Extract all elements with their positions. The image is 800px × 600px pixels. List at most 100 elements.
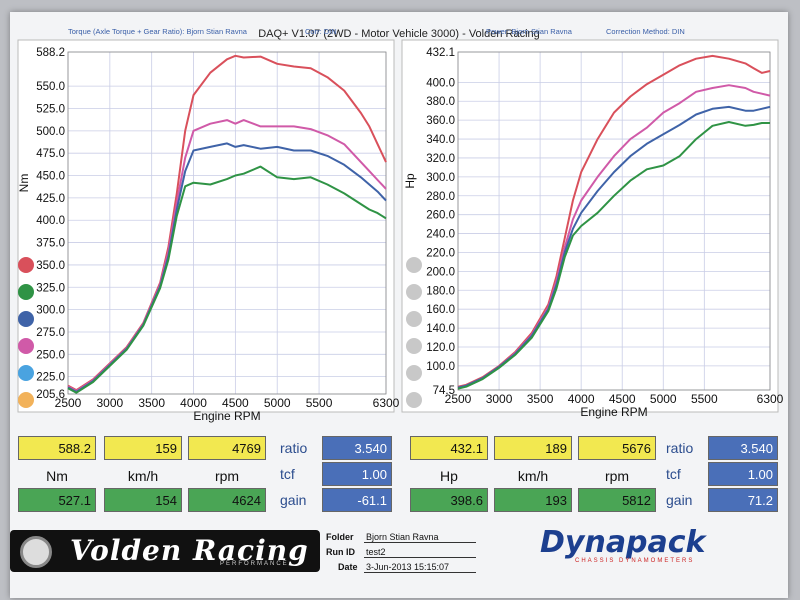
left-ytick-label: 225.0: [36, 372, 65, 384]
left-ratio-value: 3.540: [322, 436, 392, 460]
left-ratio-label: ratio: [280, 440, 308, 456]
folder-label: Folder: [326, 532, 354, 542]
right-ratio-value: 3.540: [708, 436, 778, 460]
right-gain-value: 71.2: [708, 488, 778, 512]
left-unit-value: Nm: [46, 468, 68, 484]
right-chart-subtitle: Power: Bjorn Stian Ravna: [486, 27, 572, 36]
right-ytick-label: 280.0: [426, 191, 455, 203]
right-peak-value: 432.1: [410, 436, 488, 460]
legend-dot: [18, 311, 34, 327]
left-xtick-label: 5500: [306, 396, 333, 410]
legend-dot-empty: [406, 365, 422, 381]
dynapack-subtext: CHASSIS DYNAMOMETERS: [575, 558, 695, 564]
left-ytick-label: 525.0: [36, 103, 65, 115]
report-title: DAQ+ V1.07 (2WD - Motor Vehicle 3000) - …: [258, 28, 540, 40]
left-xtick-label: 4000: [180, 396, 207, 410]
left-cur-value: 527.1: [18, 488, 96, 512]
left-ytick-label: 300.0: [36, 305, 65, 317]
date-label: Date: [338, 562, 358, 572]
legend-dot: [18, 392, 34, 408]
right-ytick-label: 100.0: [426, 361, 455, 373]
right-ytick-label: 400.0: [426, 77, 455, 89]
right-cur-speed: 193: [494, 488, 572, 512]
legend-dot-empty: [406, 284, 422, 300]
right-ytick-label: 300.0: [426, 172, 455, 184]
folder-value: Bjorn Stian Ravna: [364, 532, 476, 543]
left-ytick-label: 250.0: [36, 349, 65, 361]
left-cur-rpm: 4624: [188, 488, 266, 512]
legend-dot: [18, 338, 34, 354]
left-xtick-label: 4500: [222, 396, 249, 410]
right-ytick-label: 200.0: [426, 266, 455, 278]
right-ytick-label: 120.0: [426, 342, 455, 354]
left-series-line-3: [67, 165, 387, 394]
right-gain-label: gain: [666, 492, 693, 508]
date-value: 3-Jun-2013 15:15:07: [364, 562, 476, 573]
right-ytick-label: 340.0: [426, 134, 455, 146]
left-ytick-label: 500.0: [36, 126, 65, 138]
right-ytick-label: 160.0: [426, 304, 455, 316]
left-chart-correction: Corr: DIN: [305, 27, 337, 36]
left-xtick-label: 6300: [373, 396, 400, 410]
right-xtick-label: 3500: [527, 392, 554, 406]
right-ytick-label: 380.0: [426, 96, 455, 108]
left-xtick-label: 2500: [55, 396, 82, 410]
right-ytick-label: 74.5: [433, 385, 455, 397]
right-unit-rpm: rpm: [604, 468, 630, 484]
left-peak-value: 588.2: [18, 436, 96, 460]
left-ytick-label: 325.0: [36, 282, 65, 294]
right-chart-correction: Correction Method: DIN: [606, 27, 685, 36]
left-gain-label: gain: [280, 492, 307, 508]
runid-value: test2: [364, 547, 476, 558]
left-ytick-label: 550.0: [36, 81, 65, 93]
right-xtick-label: 4000: [568, 392, 595, 406]
left-tcf-value: 1.00: [322, 462, 392, 486]
right-ratio-label: ratio: [666, 440, 694, 456]
left-chart-subtitle: Torque (Axle Torque + Gear Ratio): Bjorn…: [68, 27, 247, 36]
right-chart-frame: [401, 39, 779, 413]
left-xtick-label: 3500: [138, 396, 165, 410]
turbo-wheel-icon: [20, 536, 52, 568]
right-ytick-label: 220.0: [426, 247, 455, 259]
left-ytick-label: 400.0: [36, 215, 65, 227]
left-ytick-label: 425.0: [36, 193, 65, 205]
right-ytick-label: 432.1: [426, 47, 455, 59]
left-ytick-label: 450.0: [36, 171, 65, 183]
legend-dot: [18, 284, 34, 300]
legend-dot: [18, 257, 34, 273]
right-unit-speed: km/h: [517, 468, 549, 484]
left-ytick-label: 588.2: [36, 47, 65, 59]
volden-racing-logo: Volden Racing PERFORMANCE: [10, 530, 320, 572]
left-unit-speed: km/h: [127, 468, 159, 484]
right-yaxis-label: Hp: [403, 173, 417, 189]
right-cur-rpm: 5812: [578, 488, 656, 512]
dynapack-logo: Dynapack: [540, 525, 706, 560]
right-ytick-label: 320.0: [426, 153, 455, 165]
left-yaxis-label: Nm: [17, 174, 31, 193]
right-xtick-label: 4500: [609, 392, 636, 406]
left-ytick-label: 350.0: [36, 260, 65, 272]
legend-dot-empty: [406, 257, 422, 273]
right-series-line-3: [457, 121, 770, 390]
left-cur-speed: 154: [104, 488, 182, 512]
left-peak-rpm: 4769: [188, 436, 266, 460]
runid-label: Run ID: [326, 547, 355, 557]
left-ytick-label: 205.6: [36, 389, 65, 401]
right-tcf-label: tcf: [666, 466, 681, 482]
legend-dot: [18, 365, 34, 381]
right-xtick-label: 5500: [691, 392, 718, 406]
left-ytick-label: 275.0: [36, 327, 65, 339]
right-xtick-label: 6300: [757, 392, 784, 406]
left-tcf-label: tcf: [280, 466, 295, 482]
right-peak-rpm: 5676: [578, 436, 656, 460]
right-peak-speed: 189: [494, 436, 572, 460]
right-ytick-label: 260.0: [426, 210, 455, 222]
left-ytick-label: 475.0: [36, 148, 65, 160]
right-cur-value: 398.6: [410, 488, 488, 512]
right-plot-area: [457, 51, 771, 391]
logo-subtext: PERFORMANCE: [220, 561, 289, 567]
left-xtick-label: 5000: [264, 396, 291, 410]
left-gain-value: -61.1: [322, 488, 392, 512]
right-unit-value: Hp: [440, 468, 458, 484]
